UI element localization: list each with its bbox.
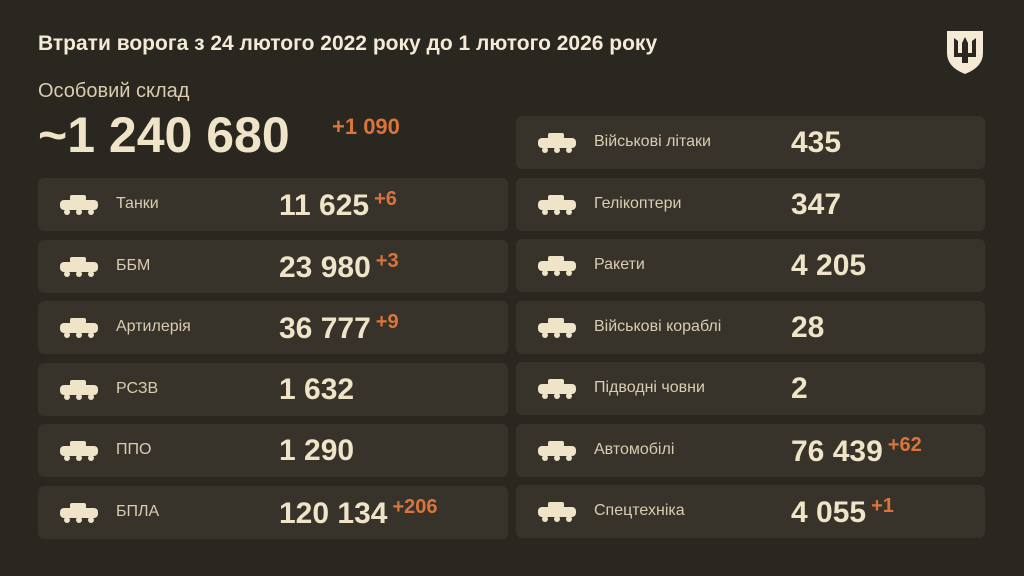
- stat-label: РСЗВ: [116, 379, 159, 397]
- special-equipment-icon: [538, 502, 576, 522]
- stat-value: 11 625: [279, 189, 370, 222]
- stat-value: 120 134: [279, 496, 388, 530]
- helicopter-icon: [538, 194, 576, 215]
- stat-value: 4 205: [791, 249, 867, 282]
- stat-delta: +1: [871, 495, 894, 517]
- stat-card: Артилерія 36 777 +9: [38, 301, 508, 354]
- missile-icon: [538, 256, 576, 276]
- stat-label: Ракети: [594, 256, 645, 273]
- stat-label: ППО: [116, 441, 152, 458]
- jet-icon: [538, 133, 576, 153]
- tank-icon: [60, 195, 98, 215]
- warship-icon: [538, 317, 576, 338]
- stat-value: 1 290: [279, 434, 355, 467]
- stat-label: Танки: [116, 195, 159, 212]
- stat-label: Спецтехніка: [594, 502, 685, 519]
- stat-label: Підводні човни: [594, 379, 705, 396]
- stat-value: 347: [791, 187, 842, 221]
- personnel-delta: +1 090: [332, 114, 400, 139]
- stat-card: Гелікоптери 347: [516, 177, 985, 231]
- stat-label: Автомобілі: [594, 440, 675, 458]
- stat-value: 435: [791, 126, 842, 159]
- stat-label: ББМ: [116, 256, 151, 274]
- drone-icon: [60, 502, 98, 523]
- stat-card: ППО 1 290: [38, 424, 508, 477]
- stat-label: Військові кораблі: [594, 317, 722, 335]
- stat-value: 4 055: [791, 496, 867, 529]
- stat-value: 1 632: [279, 372, 355, 406]
- stat-card: РСЗВ 1 632: [38, 362, 508, 416]
- stat-card: БПЛА 120 134 +206: [38, 485, 508, 539]
- stat-value: 36 777: [279, 312, 371, 345]
- stat-card: Підводні човни 2: [516, 362, 985, 415]
- submarine-icon: [538, 379, 576, 399]
- stat-value: 76 439: [791, 434, 883, 468]
- artillery-icon: [60, 318, 98, 338]
- stat-label: Військові літаки: [594, 133, 711, 150]
- trident-shield-logo: [947, 31, 983, 74]
- stat-card: Танки 11 625 +6: [38, 178, 508, 231]
- stat-label: Артилерія: [116, 318, 191, 335]
- stat-value: 23 980: [279, 250, 371, 284]
- stat-delta: +9: [375, 311, 399, 333]
- personnel-label: Особовий склад: [38, 80, 190, 102]
- stat-value: 28: [791, 310, 825, 344]
- stat-card: Автомобілі 76 439 +62: [516, 423, 985, 477]
- truck-icon: [538, 440, 576, 461]
- stat-label: БПЛА: [116, 502, 160, 520]
- stat-card: Ракети 4 205: [516, 239, 985, 292]
- stat-delta: +62: [887, 433, 922, 456]
- stat-card: ББМ 23 980 +3: [38, 239, 508, 293]
- mlrs-icon: [60, 379, 98, 400]
- stat-card: Спецтехніка 4 055 +1: [516, 485, 985, 538]
- stat-delta: +3: [375, 249, 399, 272]
- stat-card: Військові кораблі 28: [516, 300, 985, 354]
- stat-value: 2: [791, 372, 808, 405]
- apc-icon: [60, 256, 98, 277]
- stat-delta: +6: [374, 188, 397, 210]
- page-title: Втрати ворога з 24 лютого 2022 року до 1…: [38, 32, 658, 55]
- stat-card: Військові літаки 435: [516, 116, 985, 169]
- air-defense-icon: [60, 441, 98, 461]
- stat-label: Гелікоптери: [594, 194, 682, 212]
- stat-delta: +206: [392, 495, 438, 518]
- personnel-value: ~1 240 680: [38, 107, 290, 163]
